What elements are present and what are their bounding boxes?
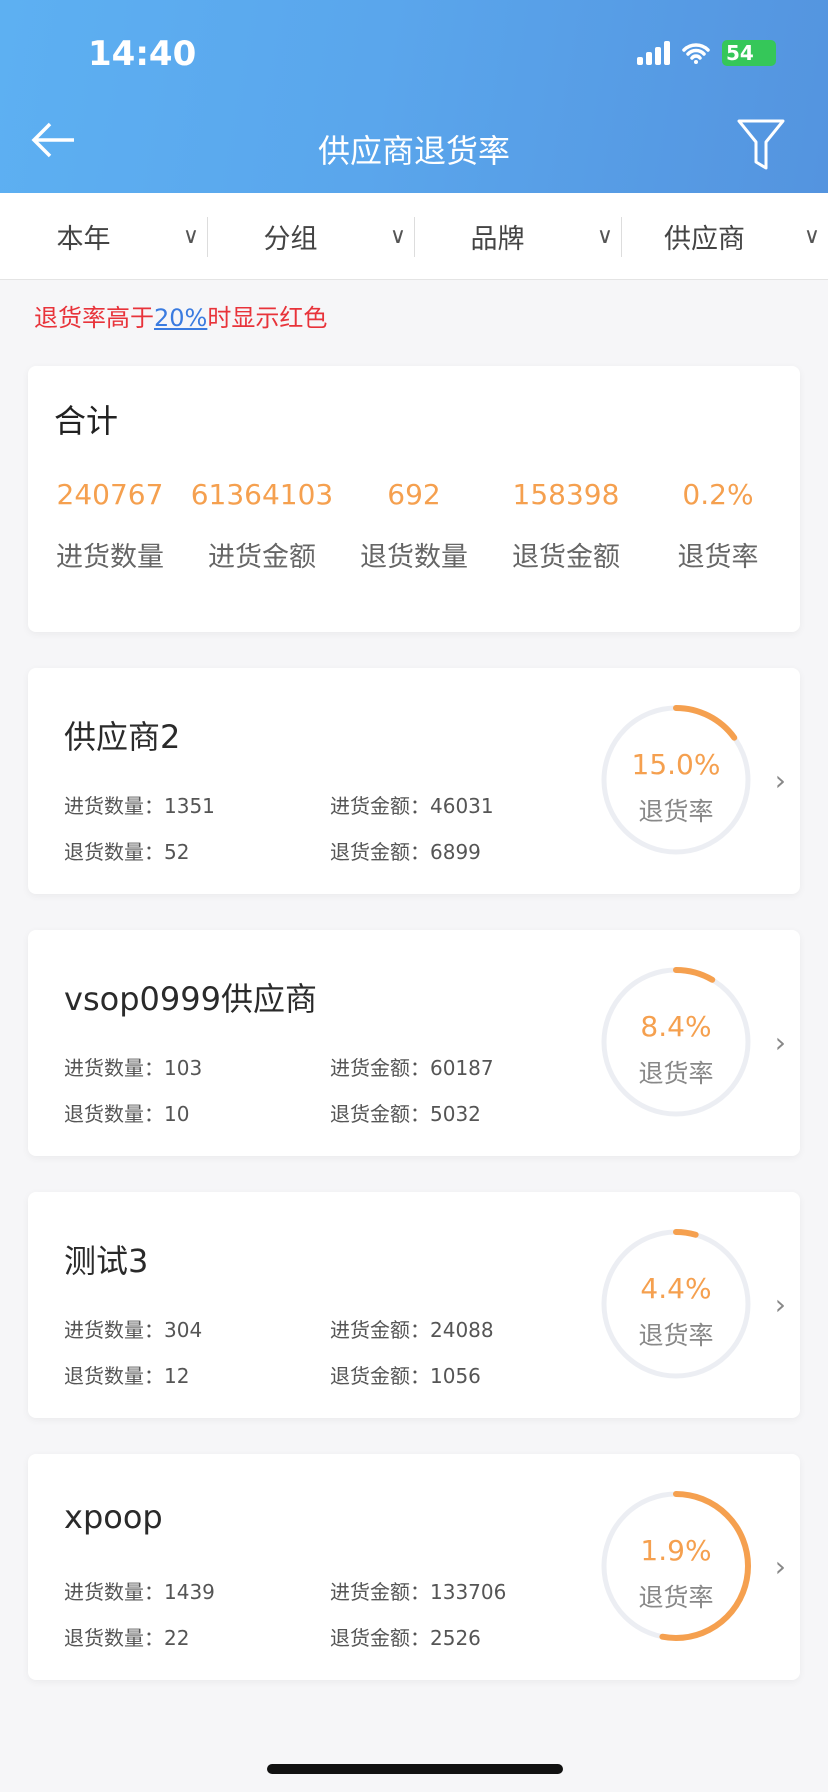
page-title: 供应商退货率 [317, 132, 510, 170]
supplier-card[interactable]: xpoop 进货数量：1439 进货金额：133706 退货数量：22 退货金额… [28, 1454, 800, 1680]
return-qty: 退货数量：10 [64, 1102, 190, 1126]
funnel-icon [737, 119, 785, 170]
stat-value: 240767 [56, 478, 164, 511]
return-amount: 退货金额：6899 [330, 840, 481, 864]
return-rate-label: 退货率 [638, 1059, 714, 1088]
chevron-down-icon: ∨ [596, 223, 613, 249]
filter-label: 本年 [56, 223, 111, 255]
supplier-name: xpoop [64, 1498, 163, 1536]
chevron-down-icon: ∨ [389, 223, 406, 249]
filter-label: 供应商 [664, 223, 745, 255]
return-rate-ring [601, 1491, 751, 1641]
summary-stat: 0.2% 退货率 [642, 478, 794, 574]
filter-label: 品牌 [470, 223, 525, 255]
stat-value: 61364103 [190, 478, 334, 511]
in-qty: 进货数量：103 [64, 1056, 203, 1080]
supplier-card[interactable]: 供应商2 进货数量：1351 进货金额：46031 退货数量：52 退货金额：6… [28, 668, 800, 894]
summary-stat: 692 退货数量 [338, 478, 490, 574]
ring-progress [601, 1491, 751, 1641]
battery-indicator: 54 [722, 40, 776, 66]
return-rate-ring [601, 705, 751, 855]
return-rate-value: 1.9% [640, 1534, 712, 1567]
return-rate-label: 退货率 [638, 1583, 714, 1612]
summary-card: 合计 240767 进货数量 61364103 进货金额 692 退货数量 15839… [28, 366, 800, 632]
supplier-name: 供应商2 [64, 718, 181, 756]
in-amount: 进货金额：60187 [330, 1056, 494, 1080]
in-amount: 进货金额：46031 [330, 794, 494, 818]
return-rate-value: 15.0% [631, 748, 721, 781]
filter-supplier[interactable]: 供应商 ∨ [621, 193, 828, 279]
stat-label: 退货金额 [512, 542, 620, 573]
notice-suffix: 时显示红色 [207, 304, 328, 332]
filter-group[interactable]: 分组 ∨ [207, 193, 414, 279]
stat-value: 158398 [512, 478, 620, 511]
supplier-name: vsop0999供应商 [64, 980, 317, 1018]
chevron-right-icon[interactable]: › [774, 1288, 786, 1321]
stat-label: 进货数量 [56, 542, 164, 573]
stat-label: 进货金额 [208, 542, 316, 573]
return-amount: 退货金额：2526 [330, 1626, 481, 1650]
ring-progress [601, 967, 751, 1117]
chevron-right-icon[interactable]: › [774, 1026, 786, 1059]
home-indicator[interactable] [267, 1764, 563, 1774]
chevron-right-icon[interactable]: › [774, 1550, 786, 1583]
stat-label: 退货数量 [360, 542, 468, 573]
wifi-icon [682, 43, 710, 64]
chevron-right-icon[interactable]: › [774, 764, 786, 797]
filter-bar: 本年 ∨ 分组 ∨ 品牌 ∨ 供应商 ∨ [0, 193, 828, 280]
return-qty: 退货数量：12 [64, 1364, 190, 1388]
back-button[interactable] [30, 120, 76, 168]
supplier-card[interactable]: 测试3 进货数量：304 进货金额：24088 退货数量：12 退货金额：105… [28, 1192, 800, 1418]
status-time: 14:40 [88, 34, 197, 74]
stat-value: 692 [387, 478, 441, 511]
chevron-down-icon: ∨ [182, 223, 199, 249]
supplier-name: 测试3 [64, 1242, 149, 1280]
in-amount: 进货金额：133706 [330, 1580, 507, 1604]
supplier-card[interactable]: vsop0999供应商 进货数量：103 进货金额：60187 退货数量：10 … [28, 930, 800, 1156]
return-rate-value: 4.4% [640, 1272, 712, 1305]
filter-period[interactable]: 本年 ∨ [0, 193, 207, 279]
return-amount: 退货金额：1056 [330, 1364, 481, 1388]
summary-stat: 240767 进货数量 [34, 478, 186, 574]
ring-progress [601, 1229, 751, 1379]
return-amount: 退货金额：5032 [330, 1102, 481, 1126]
status-icons: 54 [637, 40, 776, 66]
arrow-left-icon [31, 122, 74, 158]
in-qty: 进货数量：1351 [64, 794, 215, 818]
stat-label: 退货率 [677, 542, 759, 573]
filter-label: 分组 [263, 223, 318, 255]
stat-value: 0.2% [682, 478, 754, 511]
notice-prefix: 退货率高于 [34, 304, 154, 332]
threshold-notice: 退货率高于20%时显示红色 [0, 280, 828, 345]
in-qty: 进货数量：304 [64, 1318, 203, 1342]
app-header: 14:40 54 供应商退货率 [0, 0, 828, 193]
chevron-down-icon: ∨ [803, 223, 820, 249]
filter-button[interactable] [736, 118, 786, 174]
threshold-link[interactable]: 20% [154, 304, 208, 332]
filter-brand[interactable]: 品牌 ∨ [414, 193, 621, 279]
return-qty: 退货数量：22 [64, 1626, 190, 1650]
return-rate-ring [601, 967, 751, 1117]
return-qty: 退货数量：52 [64, 840, 190, 864]
signal-icon [637, 41, 670, 65]
return-rate-ring [601, 1229, 751, 1379]
return-rate-label: 退货率 [638, 797, 714, 826]
return-rate-value: 8.4% [640, 1010, 712, 1043]
in-amount: 进货金额：24088 [330, 1318, 494, 1342]
in-qty: 进货数量：1439 [64, 1580, 215, 1604]
summary-stat: 61364103 进货金额 [186, 478, 338, 574]
summary-title: 合计 [54, 402, 119, 440]
return-rate-label: 退货率 [638, 1321, 714, 1350]
ring-progress [601, 705, 751, 855]
summary-stat: 158398 退货金额 [490, 478, 642, 574]
